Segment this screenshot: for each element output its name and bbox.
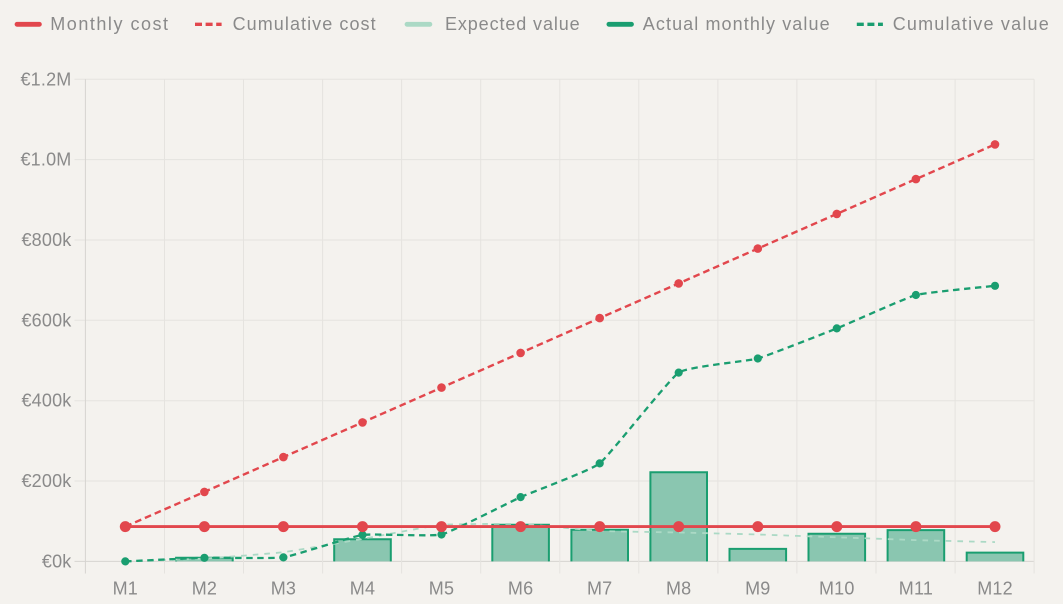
- svg-text:€1.2M: €1.2M: [20, 69, 71, 89]
- svg-text:M5: M5: [429, 579, 454, 599]
- svg-text:M4: M4: [350, 579, 375, 599]
- svg-text:€800k: €800k: [21, 230, 72, 250]
- svg-text:M12: M12: [977, 579, 1013, 599]
- svg-text:M11: M11: [899, 579, 933, 599]
- svg-text:M6: M6: [508, 579, 533, 599]
- svg-text:M7: M7: [587, 579, 612, 599]
- svg-text:€600k: €600k: [21, 310, 72, 330]
- svg-text:€400k: €400k: [21, 391, 72, 411]
- svg-text:Cumulative value: Cumulative value: [893, 14, 1050, 34]
- svg-text:€0k: €0k: [42, 551, 72, 571]
- svg-text:€200k: €200k: [21, 471, 72, 491]
- svg-text:M10: M10: [819, 579, 855, 599]
- svg-text:€1.0M: €1.0M: [20, 150, 71, 170]
- svg-text:M2: M2: [192, 579, 217, 599]
- svg-text:M9: M9: [745, 579, 770, 599]
- svg-text:Monthly cost: Monthly cost: [50, 14, 169, 34]
- svg-text:M1: M1: [113, 579, 138, 599]
- svg-text:Expected value: Expected value: [445, 14, 581, 34]
- svg-text:M3: M3: [271, 579, 296, 599]
- svg-text:M8: M8: [666, 579, 691, 599]
- svg-text:Actual monthly value: Actual monthly value: [643, 14, 831, 34]
- svg-text:Cumulative cost: Cumulative cost: [233, 14, 377, 34]
